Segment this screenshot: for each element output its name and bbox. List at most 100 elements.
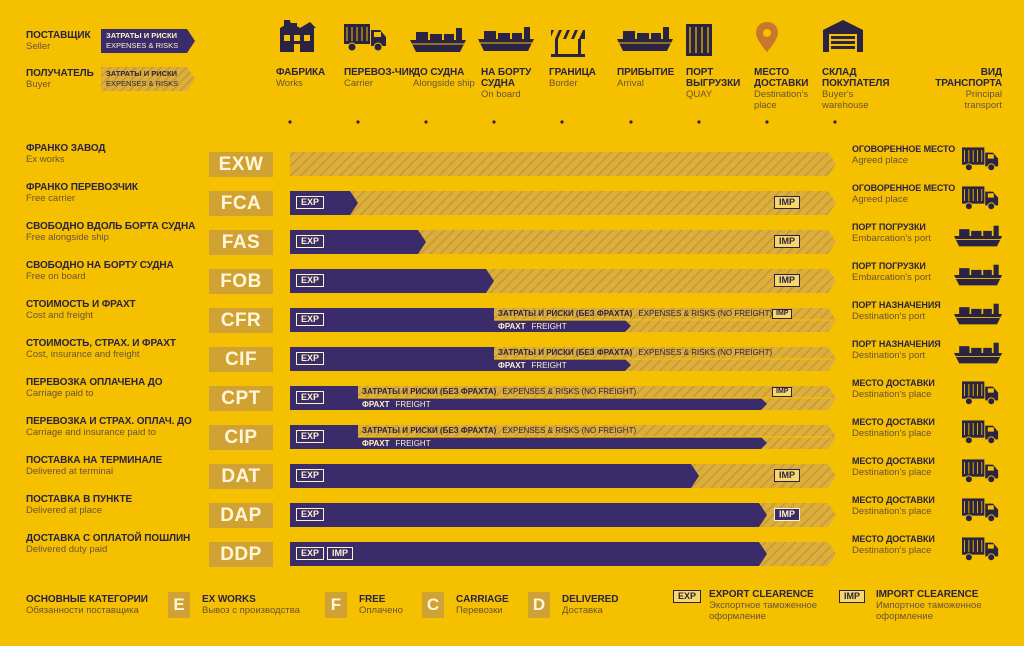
term-label-cfr: СТОИМОСТЬ И ФРАХТ Cost and freight <box>26 299 206 321</box>
category-en: Вывоз с производства <box>202 605 300 616</box>
term-destination-fca: ОГОВОРЕННОЕ МЕСТО Agreed place <box>852 183 956 205</box>
imp-tag: IMP <box>327 547 354 560</box>
stage-marker <box>629 120 633 124</box>
map-pin-icon <box>756 22 778 52</box>
term-name-ru: СТОИМОСТЬ И ФРАХТ <box>26 299 136 310</box>
freight-label: ФРАХТ FREIGHT <box>498 361 567 370</box>
term-destination-cip: МЕСТО ДОСТАВКИ Destination's place <box>852 417 952 439</box>
term-name-ru: ПЕРЕВОЗКА И СТРАХ. ОПЛАЧ. ДО <box>26 416 192 427</box>
stage-subtitle: Alongside ship <box>413 78 475 89</box>
category-e-box: E <box>168 592 190 618</box>
costs-label-ru: ЗАТРАТЫ И РИСКИ (БЕЗ ФРАХТА) <box>362 387 497 396</box>
stage-title: МЕСТО ДОСТАВКИ <box>754 67 809 89</box>
stage-marker <box>288 120 292 124</box>
warehouse-icon <box>823 20 863 52</box>
term-code-cpt: CPT <box>209 386 273 411</box>
stage-header-onboard: НА БОРТУ СУДНА On board <box>481 67 553 100</box>
stage-header-border: ГРАНИЦА Border <box>549 67 621 89</box>
seller-sub: Seller <box>26 41 51 52</box>
destination-ru: МЕСТО ДОСТАВКИ <box>852 378 935 388</box>
term-name-ru: ДОСТАВКА С ОПЛАТОЙ ПОШЛИН <box>26 533 191 544</box>
transport-header-ru: ВИД ТРАНСПОРТА <box>935 67 1002 89</box>
destination-en: Embarcation's port <box>852 272 931 283</box>
stage-subtitle: Buyer's warehouse <box>822 89 869 111</box>
freight-label-ru: ФРАХТ <box>498 361 526 370</box>
stage-subtitle: Border <box>549 78 578 89</box>
ship-icon <box>410 28 466 52</box>
stage-header-destination: МЕСТО ДОСТАВКИ Destination's place <box>754 67 826 111</box>
factory-icon <box>280 20 316 52</box>
destination-en: Destination's place <box>852 389 932 400</box>
stage-header-alongside: ДО СУДНА Alongside ship <box>413 67 485 89</box>
costs-label-en: EXPENSES & RISKS (NO FREIGHT) <box>638 348 773 357</box>
term-name-en: Free carrier <box>26 193 76 204</box>
seller-label: ПОСТАВЩИК <box>26 30 91 41</box>
term-name-en: Free alongside ship <box>26 232 109 243</box>
seller-swatch-en: EXPENSES & RISKS <box>106 41 179 50</box>
category-d-label: DELIVERED Доставка <box>562 594 618 616</box>
destination-en: Destination's port <box>852 311 926 322</box>
freight-label: ФРАХТ FREIGHT <box>362 400 431 409</box>
stage-subtitle: Arrival <box>617 78 644 89</box>
term-label-fas: СВОБОДНО ВДОЛЬ БОРТА СУДНА Free alongside… <box>26 221 206 243</box>
costs-label-en: EXPENSES & RISKS (NO FREIGHT) <box>502 387 637 396</box>
imp-tag: IMP <box>774 508 801 521</box>
seller-legend: ПОСТАВЩИК Seller <box>26 30 91 52</box>
imp-tag: IMP <box>774 196 801 209</box>
term-label-cip: ПЕРЕВОЗКА И СТРАХ. ОПЛАЧ. ДО Carriage and… <box>26 416 206 438</box>
destination-ru: ПОРТ НАЗНАЧЕНИЯ <box>852 300 941 310</box>
stage-subtitle: Destination's place <box>754 89 809 111</box>
imp-legend-tag: IMP <box>839 590 866 603</box>
buyer-swatch-ru: ЗАТРАТЫ И РИСКИ <box>106 69 177 78</box>
costs-label-ru: ЗАТРАТЫ И РИСКИ (БЕЗ ФРАХТА) <box>498 309 633 318</box>
imp-tag: IMP <box>772 309 793 319</box>
destination-ru: МЕСТО ДОСТАВКИ <box>852 456 935 466</box>
truck-icon <box>962 537 999 562</box>
seller-risk-bar <box>290 464 699 488</box>
destination-en: Destination's place <box>852 428 932 439</box>
buyer-legend: ПОЛУЧАТЕЛЬ Buyer <box>26 68 94 90</box>
term-label-ddp: ДОСТАВКА С ОПЛАТОЙ ПОШЛИН Delivered duty … <box>26 533 206 555</box>
ship-icon <box>954 225 1003 247</box>
category-e-label: EX WORKS Вывоз с производства <box>202 594 300 616</box>
destination-ru: МЕСТО ДОСТАВКИ <box>852 495 935 505</box>
destination-en: Agreed place <box>852 155 908 166</box>
seller-risk-bar <box>290 503 767 527</box>
imp-tag: IMP <box>774 235 801 248</box>
term-code-dap: DAP <box>209 503 273 528</box>
ship-icon <box>478 27 534 51</box>
term-label-exw: ФРАНКО ЗАВОД Ex works <box>26 143 206 165</box>
term-code-exw: EXW <box>209 152 273 177</box>
exp-tag: EXP <box>296 430 325 443</box>
seller-swatch: ЗАТРАТЫ И РИСКИ EXPENSES & RISKS <box>101 29 195 53</box>
buyer-risk-bar <box>290 152 836 176</box>
exp-tag: EXP <box>296 547 325 560</box>
freight-label-en: FREIGHT <box>395 439 431 448</box>
categories-title-ru: ОСНОВНЫЕ КАТЕГОРИИ <box>26 594 148 605</box>
exp-legend-en: Экспортное таможенное оформление <box>709 600 818 622</box>
seller-freight-bar <box>358 437 767 449</box>
stage-marker <box>833 120 837 124</box>
freight-label-ru: ФРАХТ <box>362 400 390 409</box>
destination-en: Destination's port <box>852 350 926 361</box>
truck-icon <box>962 381 999 406</box>
stage-subtitle: On board <box>481 89 521 100</box>
categories-title-en: Обязанности поставщика <box>26 605 139 616</box>
ship-icon <box>617 27 673 51</box>
term-code-fas: FAS <box>209 230 273 255</box>
costs-label: ЗАТРАТЫ И РИСКИ (БЕЗ ФРАХТА) EXPENSES & R… <box>362 426 636 435</box>
term-code-fca: FCA <box>209 191 273 216</box>
term-code-ddp: DDP <box>209 542 273 567</box>
destination-ru: ОГОВОРЕННОЕ МЕСТО <box>852 183 956 193</box>
destination-ru: МЕСТО ДОСТАВКИ <box>852 417 935 427</box>
term-destination-ddp: МЕСТО ДОСТАВКИ Destination's place <box>852 534 952 556</box>
category-c-label: CARRIAGE Перевозки <box>456 594 509 616</box>
costs-label-ru: ЗАТРАТЫ И РИСКИ (БЕЗ ФРАХТА) <box>362 426 497 435</box>
category-f-box: F <box>325 592 347 618</box>
stage-title: ГРАНИЦА <box>549 67 596 78</box>
term-name-en: Delivered duty paid <box>26 544 108 555</box>
term-destination-fob: ПОРТ ПОГРУЗКИ Embarcation's port <box>852 261 952 283</box>
stage-title: ПЕРЕВОЗ-ЧИК <box>344 67 415 78</box>
seller-freight-bar <box>494 320 631 332</box>
destination-en: Destination's place <box>852 467 932 478</box>
